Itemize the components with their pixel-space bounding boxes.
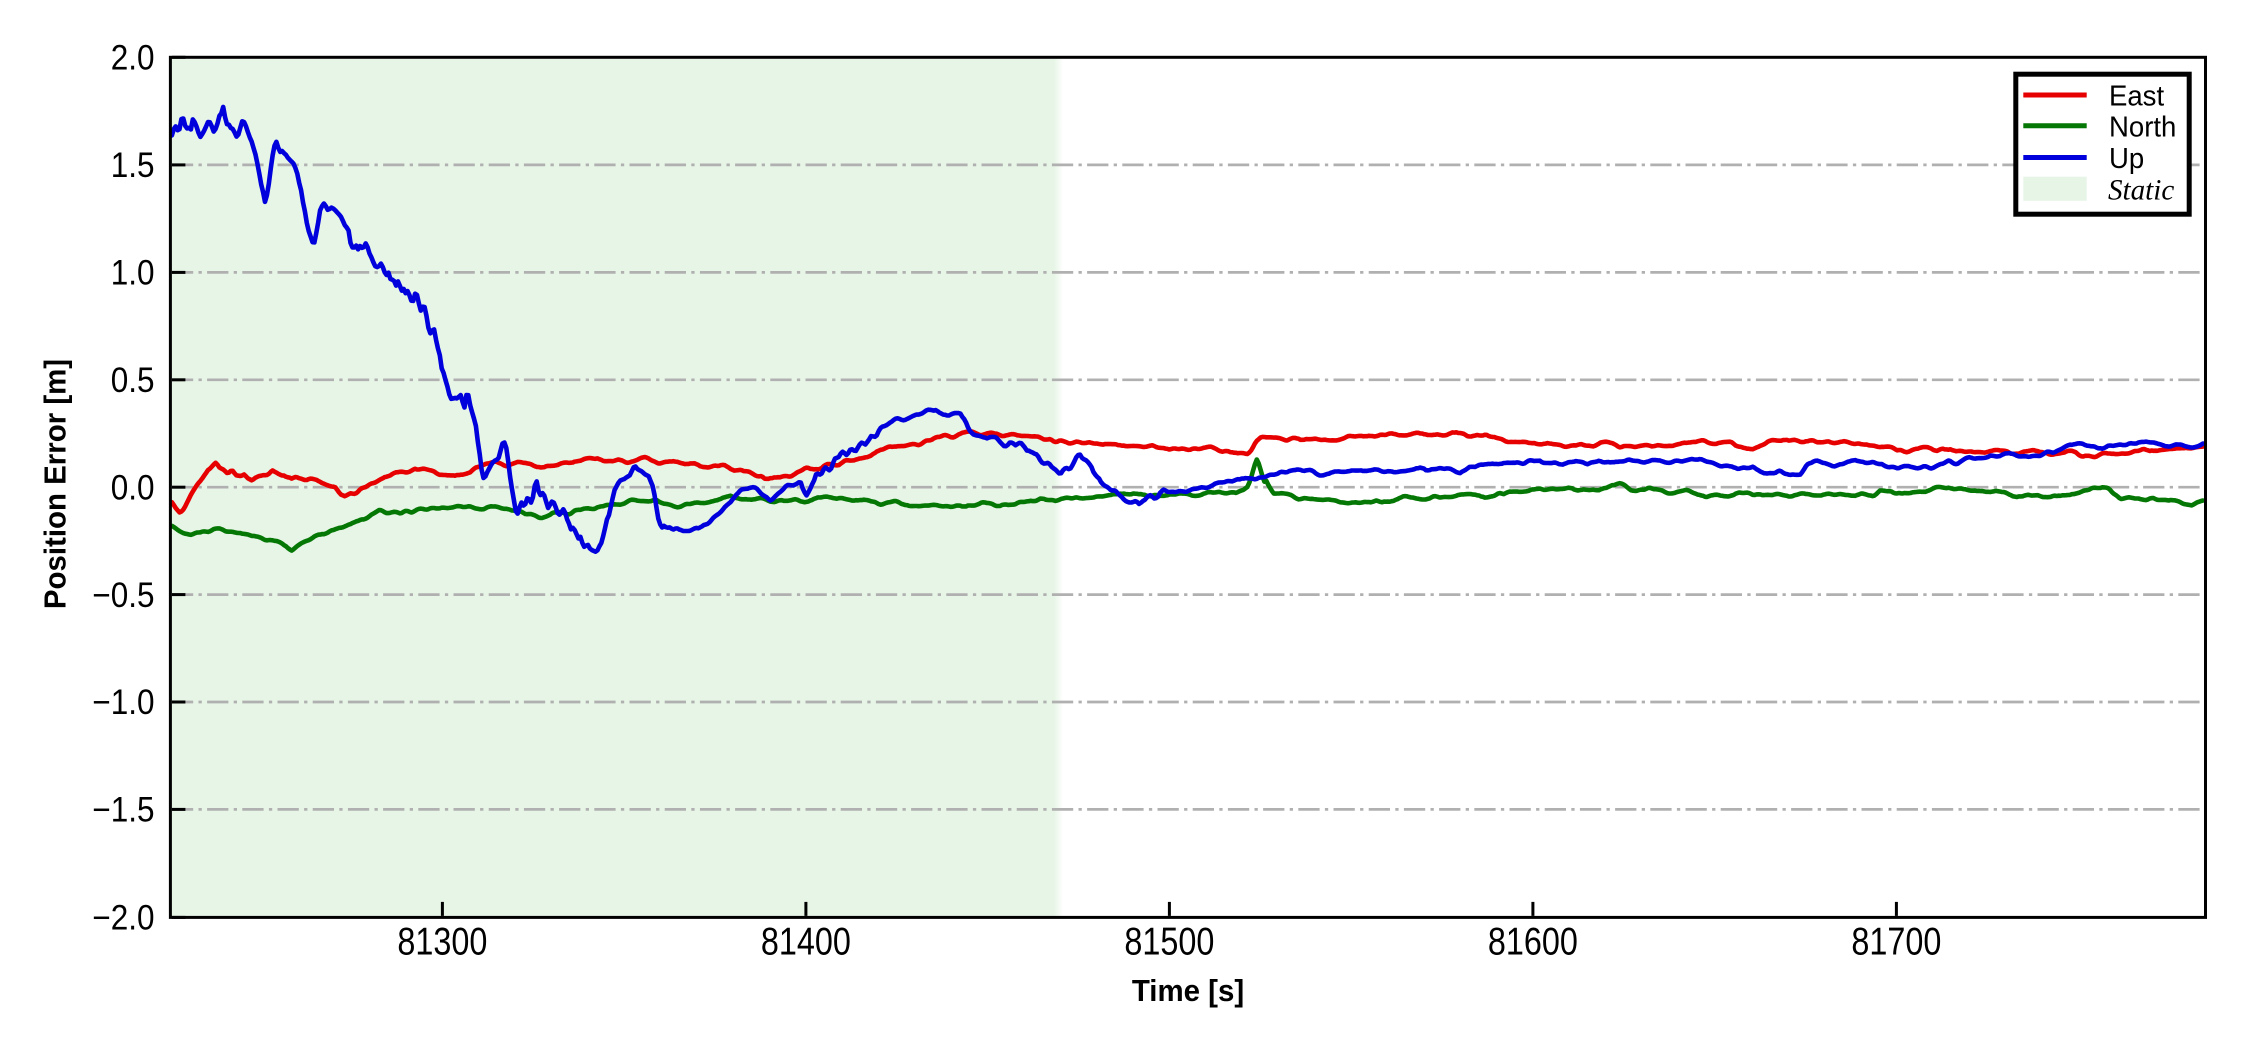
svg-text:Time [s]: Time [s]: [1132, 974, 1244, 1008]
svg-text:North: North: [2109, 110, 2176, 143]
svg-text:81400: 81400: [761, 920, 851, 964]
svg-text:81600: 81600: [1488, 920, 1578, 964]
svg-text:0.0: 0.0: [111, 469, 155, 508]
svg-text:−2.0: −2.0: [92, 899, 154, 938]
svg-text:81700: 81700: [1851, 920, 1941, 964]
svg-text:−1.5: −1.5: [92, 791, 154, 830]
svg-text:1.0: 1.0: [111, 254, 155, 293]
svg-text:East: East: [2109, 79, 2164, 112]
svg-text:−1.0: −1.0: [92, 684, 154, 723]
svg-text:2.0: 2.0: [111, 39, 155, 78]
svg-text:Position Error [m]: Position Error [m]: [39, 359, 73, 609]
svg-text:Static: Static: [2108, 174, 2174, 206]
svg-text:81500: 81500: [1124, 920, 1214, 964]
svg-text:−0.5: −0.5: [92, 576, 154, 615]
svg-text:1.5: 1.5: [111, 147, 155, 186]
svg-text:0.5: 0.5: [111, 362, 155, 401]
svg-text:81300: 81300: [397, 920, 487, 964]
svg-text:Up: Up: [2109, 141, 2144, 174]
